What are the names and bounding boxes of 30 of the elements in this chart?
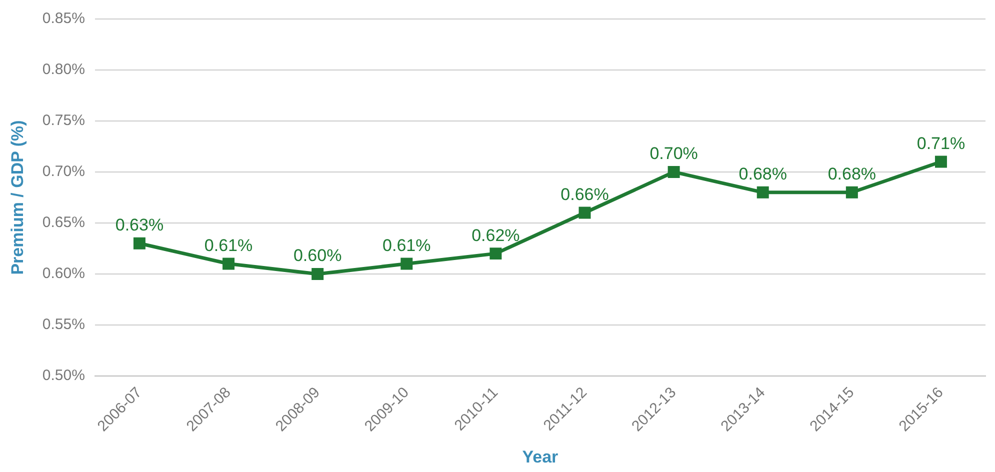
point [578, 206, 591, 219]
point [846, 186, 858, 198]
point [312, 268, 324, 280]
y-tick-label: 0.50% [42, 367, 85, 384]
point [668, 166, 680, 178]
data-label: 0.68% [738, 164, 787, 184]
point [934, 156, 947, 168]
data-label: 0.68% [828, 164, 876, 184]
data-label: 0.61% [382, 236, 431, 255]
point [222, 258, 235, 270]
data-label: 0.61% [204, 236, 253, 255]
y-tick-label: 0.80% [42, 61, 85, 78]
y-axis-title: Premium / GDP (%) [8, 120, 27, 275]
data-label: 0.66% [560, 184, 609, 204]
y-tick-label: 0.70% [42, 163, 85, 180]
data-label: 0.60% [293, 246, 342, 266]
y-tick-label: 0.65% [42, 214, 85, 232]
point [756, 186, 769, 198]
y-tick-label: 0.75% [42, 112, 85, 130]
point [133, 237, 146, 250]
point [400, 258, 413, 270]
x-axis-title: Year [522, 447, 559, 466]
data-label: 0.62% [472, 226, 520, 245]
y-tick-label: 0.85% [42, 10, 85, 28]
data-label: 0.70% [650, 144, 698, 164]
point [490, 248, 502, 260]
y-tick-label: 0.60% [42, 265, 85, 282]
data-label: 0.63% [115, 216, 164, 235]
data-label: 0.71% [916, 134, 966, 153]
y-tick-label: 0.55% [42, 316, 85, 334]
